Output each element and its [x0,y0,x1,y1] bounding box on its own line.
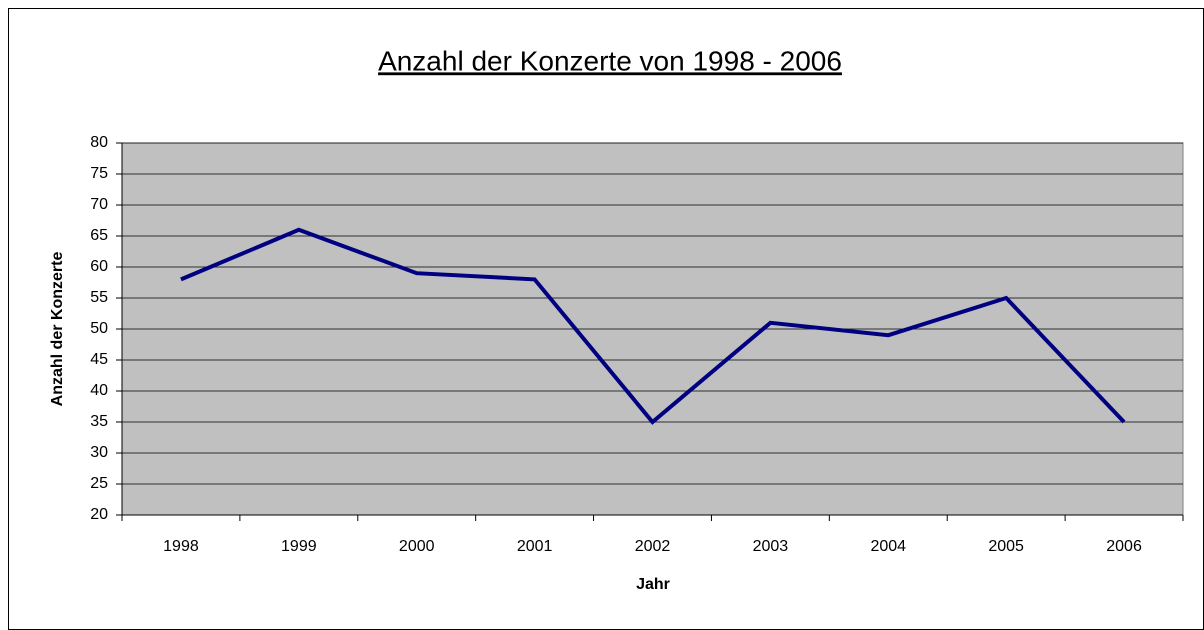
y-axis-label: Anzahl der Konzerte [49,252,66,407]
y-tick-label: 75 [90,165,108,182]
x-axis-label: Jahr [636,576,670,593]
y-tick-label: 80 [90,134,108,151]
x-tick-label: 1998 [163,538,199,555]
x-tick-label: 2006 [1106,538,1142,555]
y-tick-label: 55 [90,289,108,306]
x-tick-label: 2003 [753,538,789,555]
x-tick-label: 2001 [517,538,553,555]
x-tick-label: 1999 [281,538,317,555]
y-tick-label: 45 [90,351,108,368]
y-tick-label: 60 [90,258,108,275]
series-line [180,227,1126,425]
y-tick-label: 65 [90,227,108,244]
y-tick-label: 30 [90,444,108,461]
x-tick-label: 2004 [870,538,906,555]
y-tick-label: 70 [90,196,108,213]
y-tick-label: 25 [90,475,108,492]
x-tick-label: 2000 [399,538,435,555]
y-tick-label: 35 [90,413,108,430]
y-tick-label: 50 [90,320,108,337]
y-tick-label: 20 [90,506,108,523]
x-tick-label: 2002 [635,538,671,555]
chart-title: Anzahl der Konzerte von 1998 - 2006 [378,45,842,76]
x-tick-label: 2005 [988,538,1024,555]
y-tick-label: 40 [90,382,108,399]
